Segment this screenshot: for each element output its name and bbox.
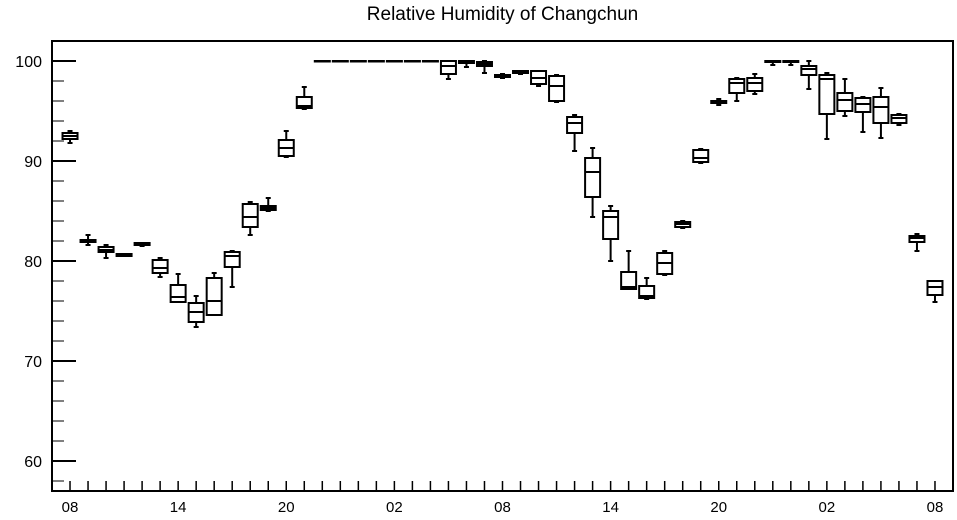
box-26 [530,70,548,87]
box-iqr [746,77,764,92]
y-tick-label: 60 [24,454,42,471]
x-tick-label: 20 [710,499,727,516]
box-43 [836,78,854,117]
x-tick-label: 14 [602,499,619,516]
box-38 [746,73,764,95]
box-41 [800,60,818,90]
box-14 [313,60,331,63]
box-45 [872,87,890,139]
box-iqr [205,277,223,316]
x-tick-label: 08 [494,499,511,516]
box-5 [151,257,169,278]
x-tick-label: 08 [62,499,79,516]
box-13 [295,86,313,110]
box-iqr [602,210,620,240]
box-iqr [566,116,584,134]
box-iqr [584,157,602,198]
box-34 [674,220,692,229]
box-29 [584,147,602,218]
x-tick-label: 20 [278,499,295,516]
box-42 [818,72,836,140]
box-31 [620,250,638,290]
box-40 [782,60,800,66]
box-18 [385,60,403,63]
box-28 [566,114,584,152]
box-46 [890,113,908,126]
plot-frame [51,40,954,492]
y-tick-label: 80 [24,254,42,271]
y-tick-label: 90 [24,154,42,171]
box-37 [728,77,746,102]
box-19 [403,60,421,63]
box-iqr [800,65,818,76]
box-iqr [223,251,241,268]
box-iqr [151,259,169,274]
box-8 [205,272,223,316]
box-39 [764,60,782,66]
box-36 [710,98,728,106]
y-tick-label: 70 [24,354,42,371]
box-1 [79,234,97,246]
box-17 [367,60,385,63]
box-6 [169,273,187,303]
box-iqr [692,149,710,163]
box-32 [638,277,656,300]
box-iqr [439,60,457,75]
box-4 [133,242,151,247]
box-7 [187,295,205,328]
box-48 [926,280,944,303]
box-iqr [872,96,890,124]
box-2 [97,244,115,259]
box-24 [494,73,511,79]
box-9 [223,250,241,288]
box-12 [277,130,295,158]
x-tick-label: 08 [927,499,944,516]
box-20 [421,60,439,63]
x-tick-label: 14 [170,499,187,516]
box-47 [908,233,926,252]
box-3 [115,253,133,257]
box-iqr [241,203,259,228]
box-30 [602,205,620,262]
box-iqr [836,92,854,112]
box-series [61,60,944,328]
box-11 [259,197,277,212]
box-iqr [548,75,566,102]
box-33 [656,250,674,276]
box-10 [241,201,259,236]
box-16 [349,60,367,63]
box-iqr [728,78,746,94]
x-tick-label: 02 [819,499,836,516]
box-21 [439,60,457,80]
box-35 [692,148,710,164]
y-axis: 60 70 80 90 100 [15,40,76,482]
chart-title: Relative Humidity of Changchun [366,4,639,25]
box-0 [61,130,79,144]
y-tick-label: 100 [15,54,42,71]
box-iqr [169,284,187,303]
x-tick-label: 02 [386,499,403,516]
box-22 [457,60,475,68]
box-25 [512,70,530,75]
box-iqr [818,74,836,115]
box-27 [548,74,566,103]
box-23 [475,60,493,74]
box-iqr [295,96,313,109]
box-15 [331,60,349,63]
x-axis: 08 14 20 02 08 14 20 02 08 [62,481,944,516]
box-iqr [620,271,638,290]
box-44 [854,96,872,133]
